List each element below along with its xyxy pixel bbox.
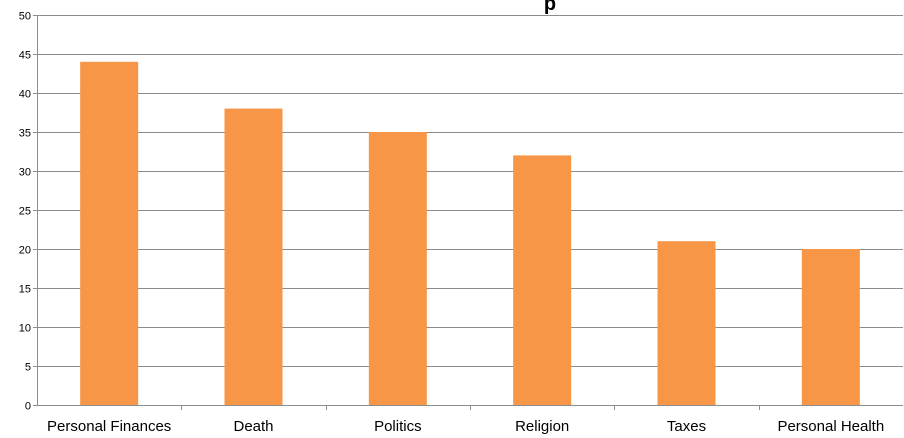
y-axis-tick-labels: 0 5 10 15 20 25 30 35 40 45 50 bbox=[19, 11, 31, 413]
bar bbox=[802, 249, 860, 405]
chart-title: p bbox=[544, 0, 556, 15]
x-category-label: Personal Finances bbox=[47, 418, 171, 435]
x-category-label: Taxes bbox=[667, 418, 706, 435]
bar bbox=[80, 62, 138, 405]
bar bbox=[225, 109, 283, 405]
y-tick-label: 30 bbox=[19, 167, 31, 179]
y-tick-label: 0 bbox=[25, 401, 31, 413]
bar bbox=[658, 241, 716, 405]
x-category-label: Religion bbox=[515, 418, 569, 435]
y-tick-label: 15 bbox=[19, 284, 31, 296]
y-tick-label: 35 bbox=[19, 128, 31, 140]
bar bbox=[369, 132, 427, 405]
bars bbox=[80, 62, 860, 405]
y-tick-label: 25 bbox=[19, 206, 31, 218]
y-tick-label: 10 bbox=[19, 323, 31, 335]
x-axis-category-labels: Personal Finances Death Politics Religion Ta… bbox=[47, 418, 884, 435]
bar bbox=[513, 155, 571, 405]
y-tick-label: 45 bbox=[19, 50, 31, 62]
x-category-label: Death bbox=[233, 418, 273, 435]
gridlines bbox=[37, 16, 903, 367]
x-category-label: Politics bbox=[374, 418, 422, 435]
axes bbox=[33, 15, 903, 410]
y-tick-label: 50 bbox=[19, 11, 31, 23]
x-category-label: Personal Health bbox=[777, 418, 884, 435]
y-tick-label: 20 bbox=[19, 245, 31, 257]
y-tick-label: 5 bbox=[25, 362, 31, 374]
y-tick-label: 40 bbox=[19, 89, 31, 101]
